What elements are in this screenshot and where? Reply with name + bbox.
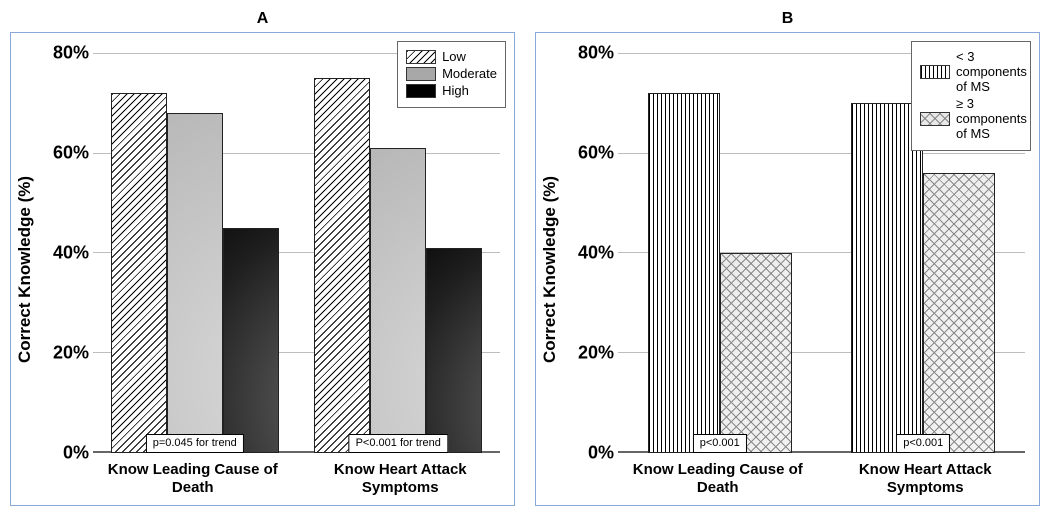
swatch-gray-icon: [406, 67, 436, 81]
xlabel: Know Leading Cause of Death: [89, 457, 297, 505]
panel-a-legend: Low Moderate High: [397, 41, 506, 108]
ytick-label: 20%: [568, 343, 614, 364]
panel-b-plotcol: < 3 components of MS ≥ 3 components of M…: [564, 33, 1039, 505]
legend-label: Moderate: [442, 67, 497, 82]
legend-label: < 3 components of MS: [956, 50, 1027, 95]
panel-b-title: B: [535, 10, 1040, 28]
swatch-vert-icon: [920, 65, 950, 79]
ytick-label: 40%: [568, 243, 614, 264]
legend-row: Moderate: [406, 67, 497, 82]
ytick-label: 60%: [568, 143, 614, 164]
swatch-black-icon: [406, 84, 436, 98]
ytick-label: 60%: [43, 143, 89, 164]
legend-label: ≥ 3 components of MS: [956, 97, 1027, 142]
xlabel: Know Leading Cause of Death: [614, 457, 822, 505]
pvalue-box: P<0.001 for trend: [349, 434, 448, 453]
pvalue-box: p<0.001: [896, 434, 950, 453]
bar-group: p=0.045 for trend: [93, 53, 297, 453]
panel-a-plotcol: Low Moderate High: [39, 33, 514, 505]
legend-label: High: [442, 84, 469, 99]
ytick-label: 0%: [568, 443, 614, 464]
bar-lt3: [648, 93, 720, 453]
panel-a-plot: p=0.045 for trend P<0.001 for trend 0%20…: [43, 53, 500, 453]
ytick-label: 80%: [568, 43, 614, 64]
swatch-cross-icon: [920, 112, 950, 126]
bar-group: P<0.001 for trend: [297, 53, 501, 453]
panel-b-legend: < 3 components of MS ≥ 3 components of M…: [911, 41, 1031, 151]
legend-row: < 3 components of MS: [920, 50, 1022, 95]
ytick-label: 40%: [43, 243, 89, 264]
bar-low: [314, 78, 370, 453]
panel-b-frame: Correct Knowledge (%) < 3 components of …: [535, 32, 1040, 506]
panel-a: A Correct Knowledge (%) Low Moderate: [10, 10, 515, 506]
bar-lt3: [851, 103, 923, 453]
panels-row: A Correct Knowledge (%) Low Moderate: [10, 10, 1040, 506]
panel-a-title: A: [10, 10, 515, 28]
legend-label: Low: [442, 50, 466, 65]
xlabel: Know Heart Attack Symptoms: [297, 457, 505, 505]
bar-low: [111, 93, 167, 453]
swatch-diag-icon: [406, 50, 436, 64]
panel-b-ylabel: Correct Knowledge (%): [536, 33, 564, 505]
ytick-label: 0%: [43, 443, 89, 464]
panel-a-xlabels: Know Leading Cause of Death Know Heart A…: [89, 457, 504, 505]
panel-a-ylabel: Correct Knowledge (%): [11, 33, 39, 505]
bar-high: [223, 228, 279, 453]
xlabel: Know Heart Attack Symptoms: [822, 457, 1030, 505]
bar-group: p<0.001: [618, 53, 822, 453]
panel-b: B Correct Knowledge (%) < 3 components o…: [535, 10, 1040, 506]
bar-moderate: [167, 113, 223, 453]
bar-ge3: [923, 173, 995, 453]
legend-row: Low: [406, 50, 497, 65]
pvalue-box: p<0.001: [693, 434, 747, 453]
pvalue-box: p=0.045 for trend: [146, 434, 244, 453]
legend-row: High: [406, 84, 497, 99]
panel-a-groups: p=0.045 for trend P<0.001 for trend: [93, 53, 500, 453]
bar-ge3: [720, 253, 792, 453]
ytick-label: 20%: [43, 343, 89, 364]
panel-a-frame: Correct Knowledge (%) Low Moderate High: [10, 32, 515, 506]
panel-b-xlabels: Know Leading Cause of Death Know Heart A…: [614, 457, 1029, 505]
bar-high: [426, 248, 482, 453]
bar-moderate: [370, 148, 426, 453]
legend-row: ≥ 3 components of MS: [920, 97, 1022, 142]
ytick-label: 80%: [43, 43, 89, 64]
